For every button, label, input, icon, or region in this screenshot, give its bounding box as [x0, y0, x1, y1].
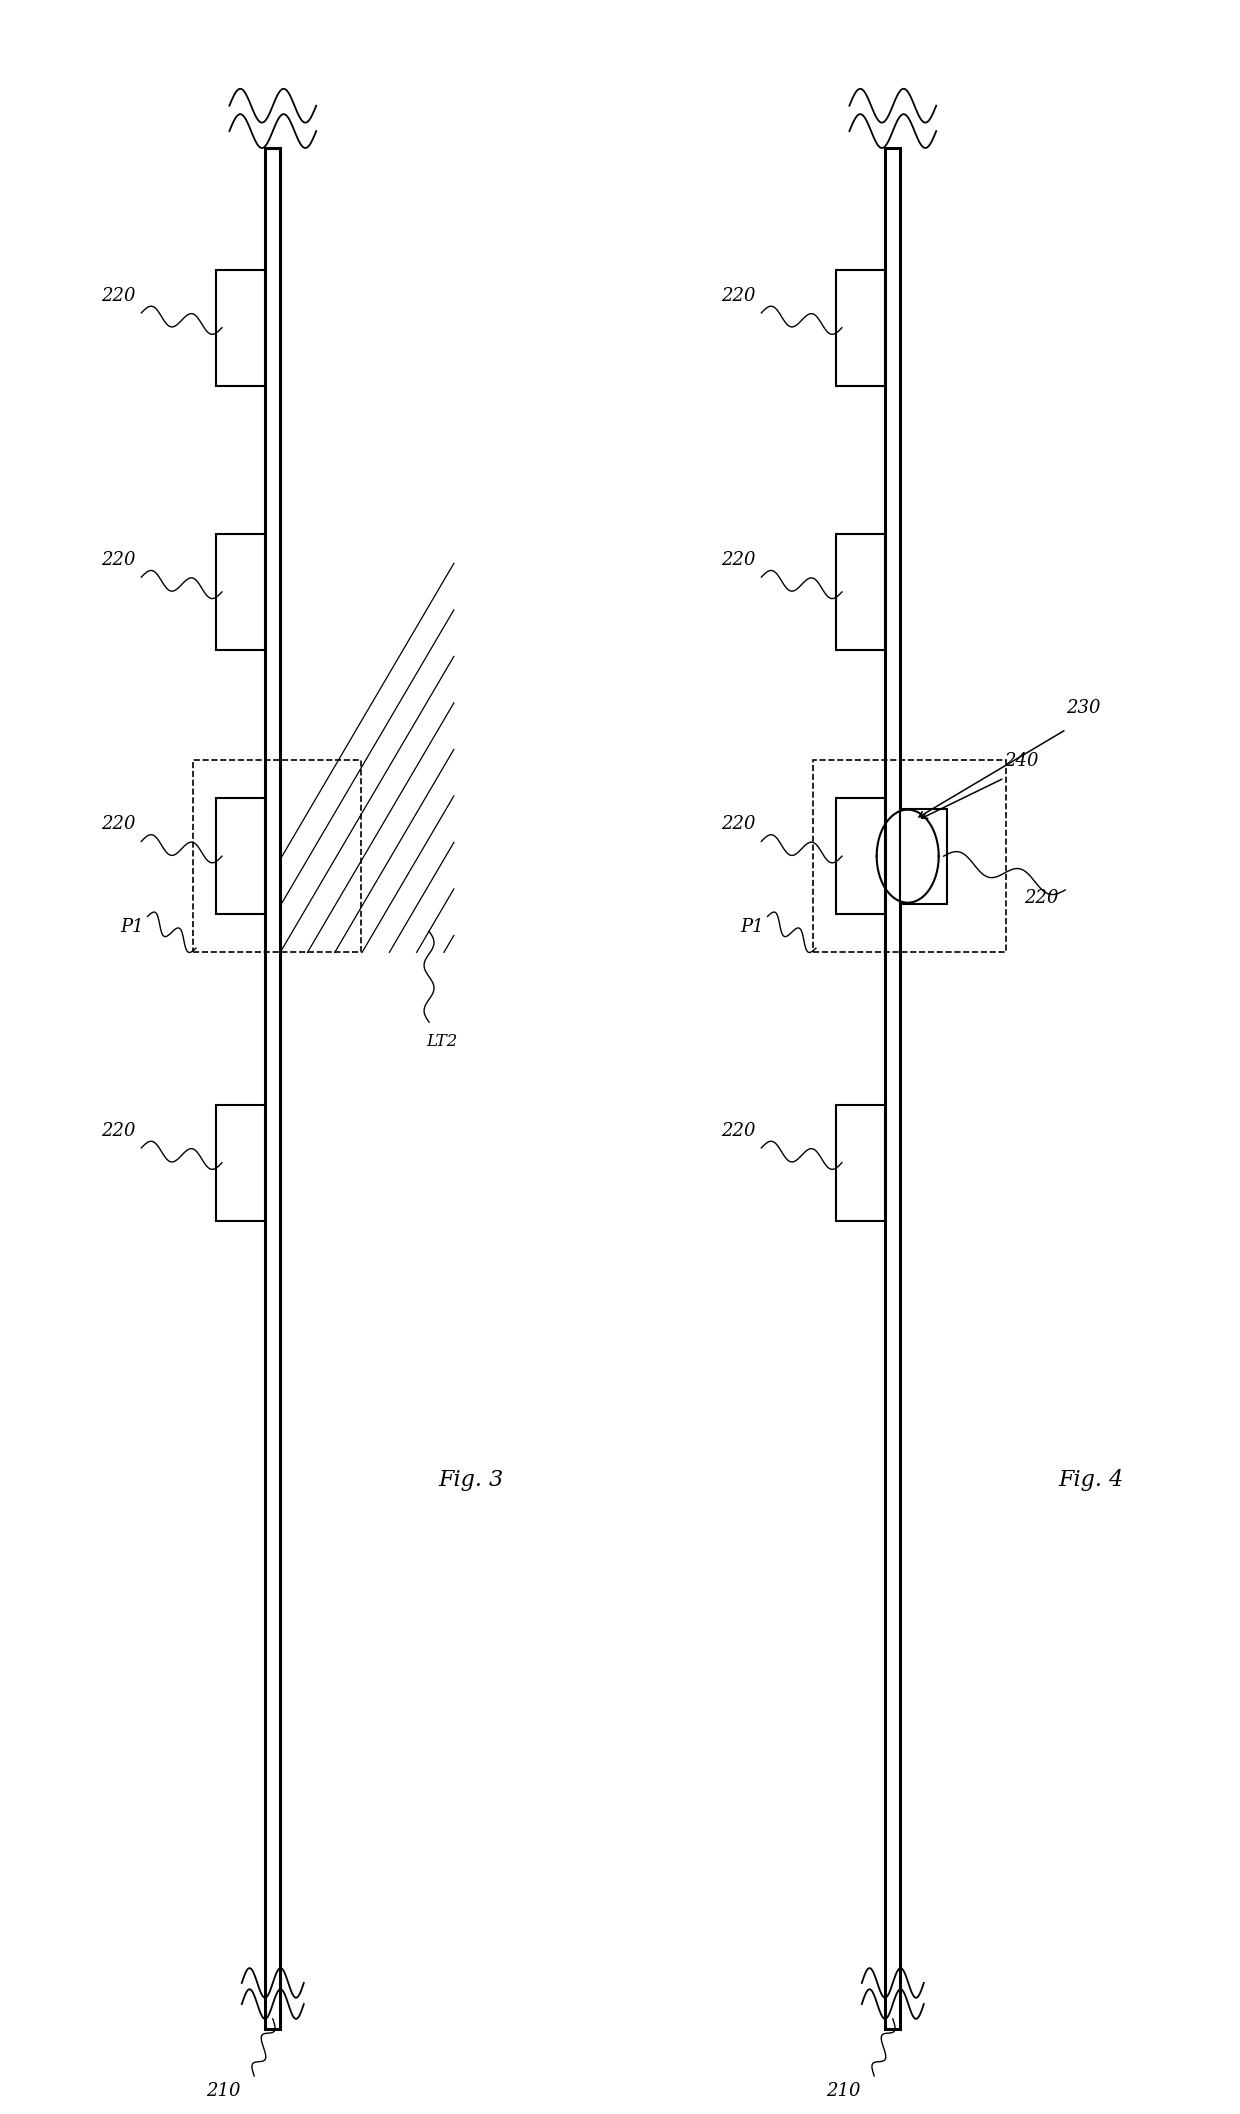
Bar — [836, 533, 885, 651]
Bar — [836, 1104, 885, 1222]
Text: 220: 220 — [720, 1123, 755, 1139]
Bar — [836, 797, 885, 913]
Text: 210: 210 — [826, 2082, 861, 2101]
Bar — [813, 759, 1006, 951]
Bar — [265, 148, 280, 2029]
Text: 220: 220 — [720, 816, 755, 833]
Text: 220: 220 — [100, 288, 135, 304]
Text: P1: P1 — [740, 917, 764, 937]
Text: P1: P1 — [120, 917, 144, 937]
Bar — [216, 533, 265, 651]
Text: 220: 220 — [100, 1123, 135, 1139]
Bar — [216, 1104, 265, 1222]
Bar — [216, 797, 265, 913]
Text: Fig. 3: Fig. 3 — [439, 1469, 503, 1490]
Text: 220: 220 — [100, 552, 135, 569]
Text: 220: 220 — [1024, 890, 1059, 907]
Text: 210: 210 — [206, 2082, 241, 2101]
Text: 230: 230 — [1066, 700, 1101, 717]
Text: Fig. 4: Fig. 4 — [1059, 1469, 1123, 1490]
Text: 220: 220 — [720, 552, 755, 569]
Bar — [885, 148, 900, 2029]
Text: LT2: LT2 — [425, 1034, 458, 1051]
Text: 240: 240 — [1004, 753, 1039, 769]
Bar — [216, 268, 265, 385]
Text: 220: 220 — [720, 288, 755, 304]
Text: 220: 220 — [100, 816, 135, 833]
Bar — [193, 759, 361, 951]
Bar — [900, 810, 947, 905]
Bar — [836, 268, 885, 385]
